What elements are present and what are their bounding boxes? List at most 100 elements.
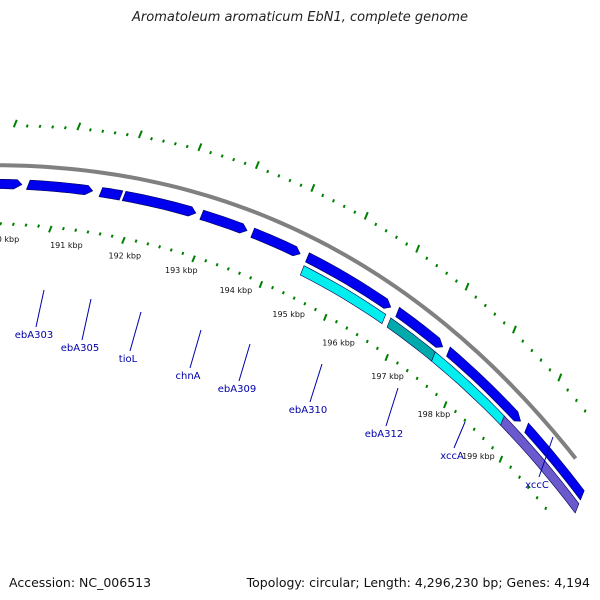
gc-skew-mark [51, 125, 55, 129]
gc-skew-mark [574, 398, 578, 403]
gc-skew-mark [521, 339, 525, 343]
backbone-track [0, 163, 578, 460]
gc-content-mark [181, 251, 185, 256]
gc-content-mark [526, 485, 530, 490]
gc-skew-mark [299, 183, 303, 188]
gene-leader-line [309, 363, 323, 403]
gene-label-ebA310: ebA310 [289, 405, 327, 416]
gc-content-mark [226, 267, 230, 271]
gc-content-mark [518, 475, 522, 479]
gene-leader-line [238, 343, 251, 382]
gene-block [199, 209, 248, 234]
backbone-line [0, 163, 578, 460]
gc-skew-mark [137, 130, 143, 139]
gene-label-tioL: tioL [119, 354, 138, 365]
gc-content-mark [415, 376, 419, 381]
scale-tick-label: 197 kbp [371, 372, 404, 381]
gc-skew-mark [125, 132, 129, 137]
gc-skew-mark [232, 157, 236, 162]
gene-label-xccA: xccA [440, 451, 464, 462]
gc-skew-mark [374, 222, 378, 227]
gc-skew-mark [277, 174, 281, 178]
gene-leader-line [35, 289, 45, 328]
gc-skew-mark [512, 325, 517, 334]
gc-skew-mark [63, 125, 67, 130]
gc-skew-mark [161, 139, 165, 143]
gene-block [0, 178, 23, 190]
gene-block [299, 265, 387, 325]
gc-content-mark [74, 228, 78, 232]
gene-leader-line [453, 421, 466, 449]
gene-label-xccC: xccC [525, 480, 549, 491]
gene-leader-line [129, 311, 142, 352]
gc-skew-mark [220, 154, 224, 158]
gc-content-mark [204, 258, 208, 263]
gene-block [500, 415, 580, 514]
gc-content-mark [405, 368, 409, 373]
gc-content-mark [535, 495, 539, 500]
gc-content-mark [453, 409, 457, 414]
gc-skew-mark [445, 271, 449, 275]
gene-label-ebA303: ebA303 [15, 330, 53, 341]
gc-skew-mark [185, 144, 189, 149]
scale-tick-label: 199 kbp [462, 452, 495, 461]
gc-content-mark [61, 226, 65, 231]
scale-tick-label: 192 kbp [108, 251, 141, 260]
gc-content-mark [37, 224, 41, 228]
gc-skew-mark [150, 137, 153, 141]
gc-skew-mark [425, 256, 429, 261]
gc-content-mark [425, 384, 429, 389]
gc-content-mark [146, 242, 150, 246]
gene-leader-line [81, 298, 92, 341]
gc-skew-mark [502, 321, 506, 325]
gc-skew-mark [197, 143, 203, 152]
gc-content-mark [24, 223, 28, 227]
scale-tick-label: 193 kbp [165, 266, 198, 275]
gc-content-mark [313, 307, 317, 312]
gc-content-mark [365, 339, 369, 344]
gc-content-mark [472, 427, 476, 432]
gc-skew-mark [254, 160, 260, 170]
gc-skew-outer-track [12, 119, 587, 413]
gc-skew-mark [405, 242, 409, 246]
gc-skew-mark [548, 368, 552, 372]
gc-skew-mark [321, 193, 325, 198]
gc-content-mark [48, 225, 53, 233]
gc-content-mark [98, 232, 102, 236]
gc-content-mark [249, 276, 253, 280]
gc-content-mark [238, 271, 242, 276]
gc-content-mark [258, 280, 264, 289]
gc-content-mark [395, 361, 399, 365]
gene-block [121, 190, 197, 217]
scale-tick-label: 196 kbp [322, 339, 355, 348]
gc-skew-mark [539, 358, 543, 362]
gc-skew-mark [557, 373, 563, 382]
gc-content-mark [0, 221, 3, 226]
gc-skew-mark [464, 282, 470, 291]
gc-content-mark [11, 222, 15, 227]
gc-content-mark [110, 234, 114, 238]
gc-content-mark [334, 319, 338, 324]
gene-block [250, 227, 301, 257]
scale-tick-label: 198 kbp [418, 410, 451, 419]
gc-content-mark [544, 506, 548, 511]
gene-leader-line [385, 387, 399, 427]
gc-content-mark [434, 392, 438, 397]
gene-label-ebA312: ebA312 [365, 429, 403, 440]
gc-skew-mark [394, 235, 398, 240]
gene-leader-line [189, 329, 202, 369]
gc-skew-mark [288, 178, 292, 183]
gc-skew-mark [76, 122, 82, 131]
gc-content-mark [191, 255, 196, 263]
gene-labels: ebA303 ebA305 tioL chnA ebA309 ebA310 ebA312 xc… [15, 289, 554, 491]
gc-content-mark [303, 301, 307, 306]
gc-content-mark [481, 436, 485, 441]
gene-block [98, 187, 124, 201]
gc-content-mark [86, 230, 90, 234]
gc-content-mark [355, 332, 359, 337]
gc-content-mark [292, 296, 296, 300]
gene-label-ebA305: ebA305 [61, 343, 99, 354]
gc-content-mark [509, 465, 513, 469]
gc-skew-mark [353, 210, 357, 214]
gc-skew-mark [173, 141, 177, 146]
